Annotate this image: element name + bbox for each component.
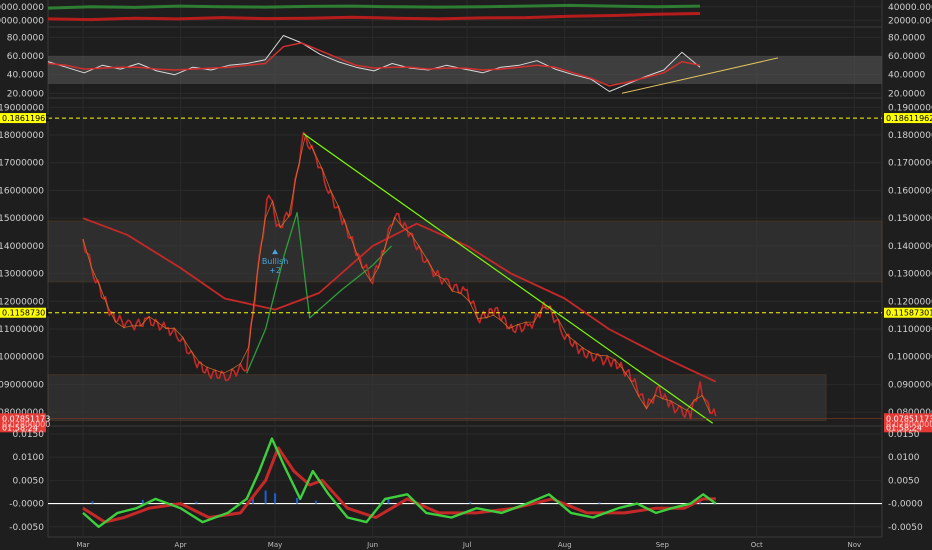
y-tick-label-left: 0.14000000	[0, 242, 44, 252]
y-tick-label-right: 0.08000000	[888, 408, 932, 418]
y-tick-label-right: -0.0000	[888, 500, 923, 510]
y-tick-label-left: 40.0000	[7, 71, 44, 81]
bottom-price-tag-left: 0.07800000	[2, 420, 50, 429]
oscillator-slow-line	[82, 446, 716, 524]
y-tick-label-left: -0.0000	[9, 500, 44, 510]
y-tick-label-right: 0.15000000	[888, 214, 932, 224]
y-tick-label-right: 0.12000000	[888, 297, 932, 307]
price-trendline	[303, 133, 714, 424]
bottom-price-tag-right: 0.07800000	[886, 420, 932, 429]
y-tick-label-right: 0.0100	[888, 453, 920, 463]
y-tick-label-left: 60.0000	[7, 52, 44, 62]
rsi-trendline	[621, 57, 779, 94]
y-tick-label-right: 0.16000000	[888, 186, 932, 196]
price-level-tag-right	[884, 113, 932, 124]
y-tick-label-left: 20.0000	[7, 89, 44, 99]
oscillator-bar	[274, 493, 277, 504]
price-level-tag-right	[884, 307, 932, 318]
y-tick-label-right: 0.19000000	[888, 103, 932, 113]
y-tick-label-left: -0.0050	[9, 523, 44, 533]
current-price-label-left: 0.07851173	[2, 414, 50, 423]
y-tick-label-right: 20.0000	[888, 89, 925, 99]
price-level-tag-left	[0, 307, 46, 318]
oscillator-bar	[195, 501, 198, 504]
y-tick-label-right: 20000.0000	[888, 16, 932, 26]
y-tick-label-right: 0.0050	[888, 476, 920, 486]
price-level-label-right: 0.18611962	[886, 114, 932, 123]
bullish-arrow-icon	[272, 249, 279, 255]
y-tick-label-left: 0.16000000	[0, 186, 44, 196]
y-tick-label-left: 40000.0000	[0, 3, 44, 13]
rsi-series-line	[47, 42, 701, 87]
oscillator-bar	[314, 500, 317, 504]
y-tick-label-right: 0.0150	[888, 430, 920, 440]
y-tick-label-right: 40000.0000	[888, 3, 932, 13]
x-tick-label: Aug	[558, 541, 572, 549]
x-tick-label: Oct	[751, 541, 763, 549]
y-tick-label-right: 0.18000000	[888, 131, 932, 141]
y-tick-label-right: 0.17000000	[888, 159, 932, 169]
x-tick-label: Jul	[462, 541, 472, 549]
y-tick-label-left: 0.15000000	[0, 214, 44, 224]
y-tick-label-left: 0.17000000	[0, 159, 44, 169]
current-price-timer-right: 01:58:24	[886, 423, 922, 432]
y-tick-label-right: 0.09000000	[888, 380, 932, 390]
moving-average-long	[82, 217, 717, 383]
oscillator-bar	[469, 501, 472, 504]
y-tick-label-right: 60.0000	[888, 52, 925, 62]
oscillator-bar	[598, 502, 601, 504]
volume-series-line	[47, 3, 701, 10]
current-price-timer-left: 01:58:24	[2, 423, 38, 432]
price-level-label-right: 0.11587301	[886, 309, 932, 318]
y-tick-label-left: 0.11000000	[0, 325, 44, 335]
oscillator-bar	[141, 499, 144, 504]
bullish-annotation: Bullish	[262, 257, 288, 266]
x-tick-label: Jun	[366, 541, 378, 549]
bullish-annotation-count: +2	[269, 266, 281, 275]
x-tick-label: May	[268, 541, 282, 549]
y-tick-label-left: 0.19000000	[0, 103, 44, 113]
y-tick-label-right: 80.0000	[888, 33, 925, 43]
y-tick-label-left: 20000.0000	[0, 16, 44, 26]
price-smooth-line	[82, 134, 711, 414]
oscillator-bar	[387, 499, 390, 504]
x-tick-label: Nov	[848, 541, 862, 549]
volume-series-line	[47, 12, 701, 22]
oscillator-bar	[252, 496, 255, 504]
price-zone	[47, 374, 827, 421]
current-price-tag-left	[0, 413, 46, 433]
y-tick-label-left: 80.0000	[7, 33, 44, 43]
y-tick-label-left: 0.13000000	[0, 270, 44, 280]
x-tick-label: Mar	[76, 541, 89, 549]
y-tick-label-left: 0.0150	[13, 430, 45, 440]
y-tick-label-left: 0.0050	[13, 476, 45, 486]
y-tick-label-left: 0.18000000	[0, 131, 44, 141]
rsi-series-line	[47, 35, 701, 92]
current-price-tag-right	[884, 413, 932, 433]
y-tick-label-right: 0.10000000	[888, 353, 932, 363]
y-tick-label-left: 0.0100	[13, 453, 45, 463]
y-tick-label-right: 0.13000000	[888, 270, 932, 280]
oscillator-bar	[264, 490, 267, 504]
y-tick-label-left: 0.12000000	[0, 297, 44, 307]
price-level-label-left: 0.18611962	[2, 114, 50, 123]
price-level-label-left: 0.11587301	[2, 309, 50, 318]
oscillator-bar	[296, 498, 299, 504]
y-tick-label-right: 0.11000000	[888, 325, 932, 335]
oscillator-fast-line	[82, 437, 717, 528]
current-price-label-right: 0.07851173	[886, 414, 932, 423]
y-tick-label-right: 40.0000	[888, 71, 925, 81]
y-tick-label-right: -0.0050	[888, 523, 923, 533]
oscillator-bar	[91, 501, 94, 504]
y-tick-label-left: 0.09000000	[0, 380, 44, 390]
x-tick-label: Apr	[175, 541, 187, 549]
y-tick-label-left: 0.10000000	[0, 353, 44, 363]
x-tick-label: Sep	[656, 541, 670, 549]
y-tick-label-left: 0.08000000	[0, 408, 44, 418]
price-level-tag-left	[0, 113, 46, 124]
price-zone	[47, 220, 883, 283]
y-tick-label-right: 0.14000000	[888, 242, 932, 252]
